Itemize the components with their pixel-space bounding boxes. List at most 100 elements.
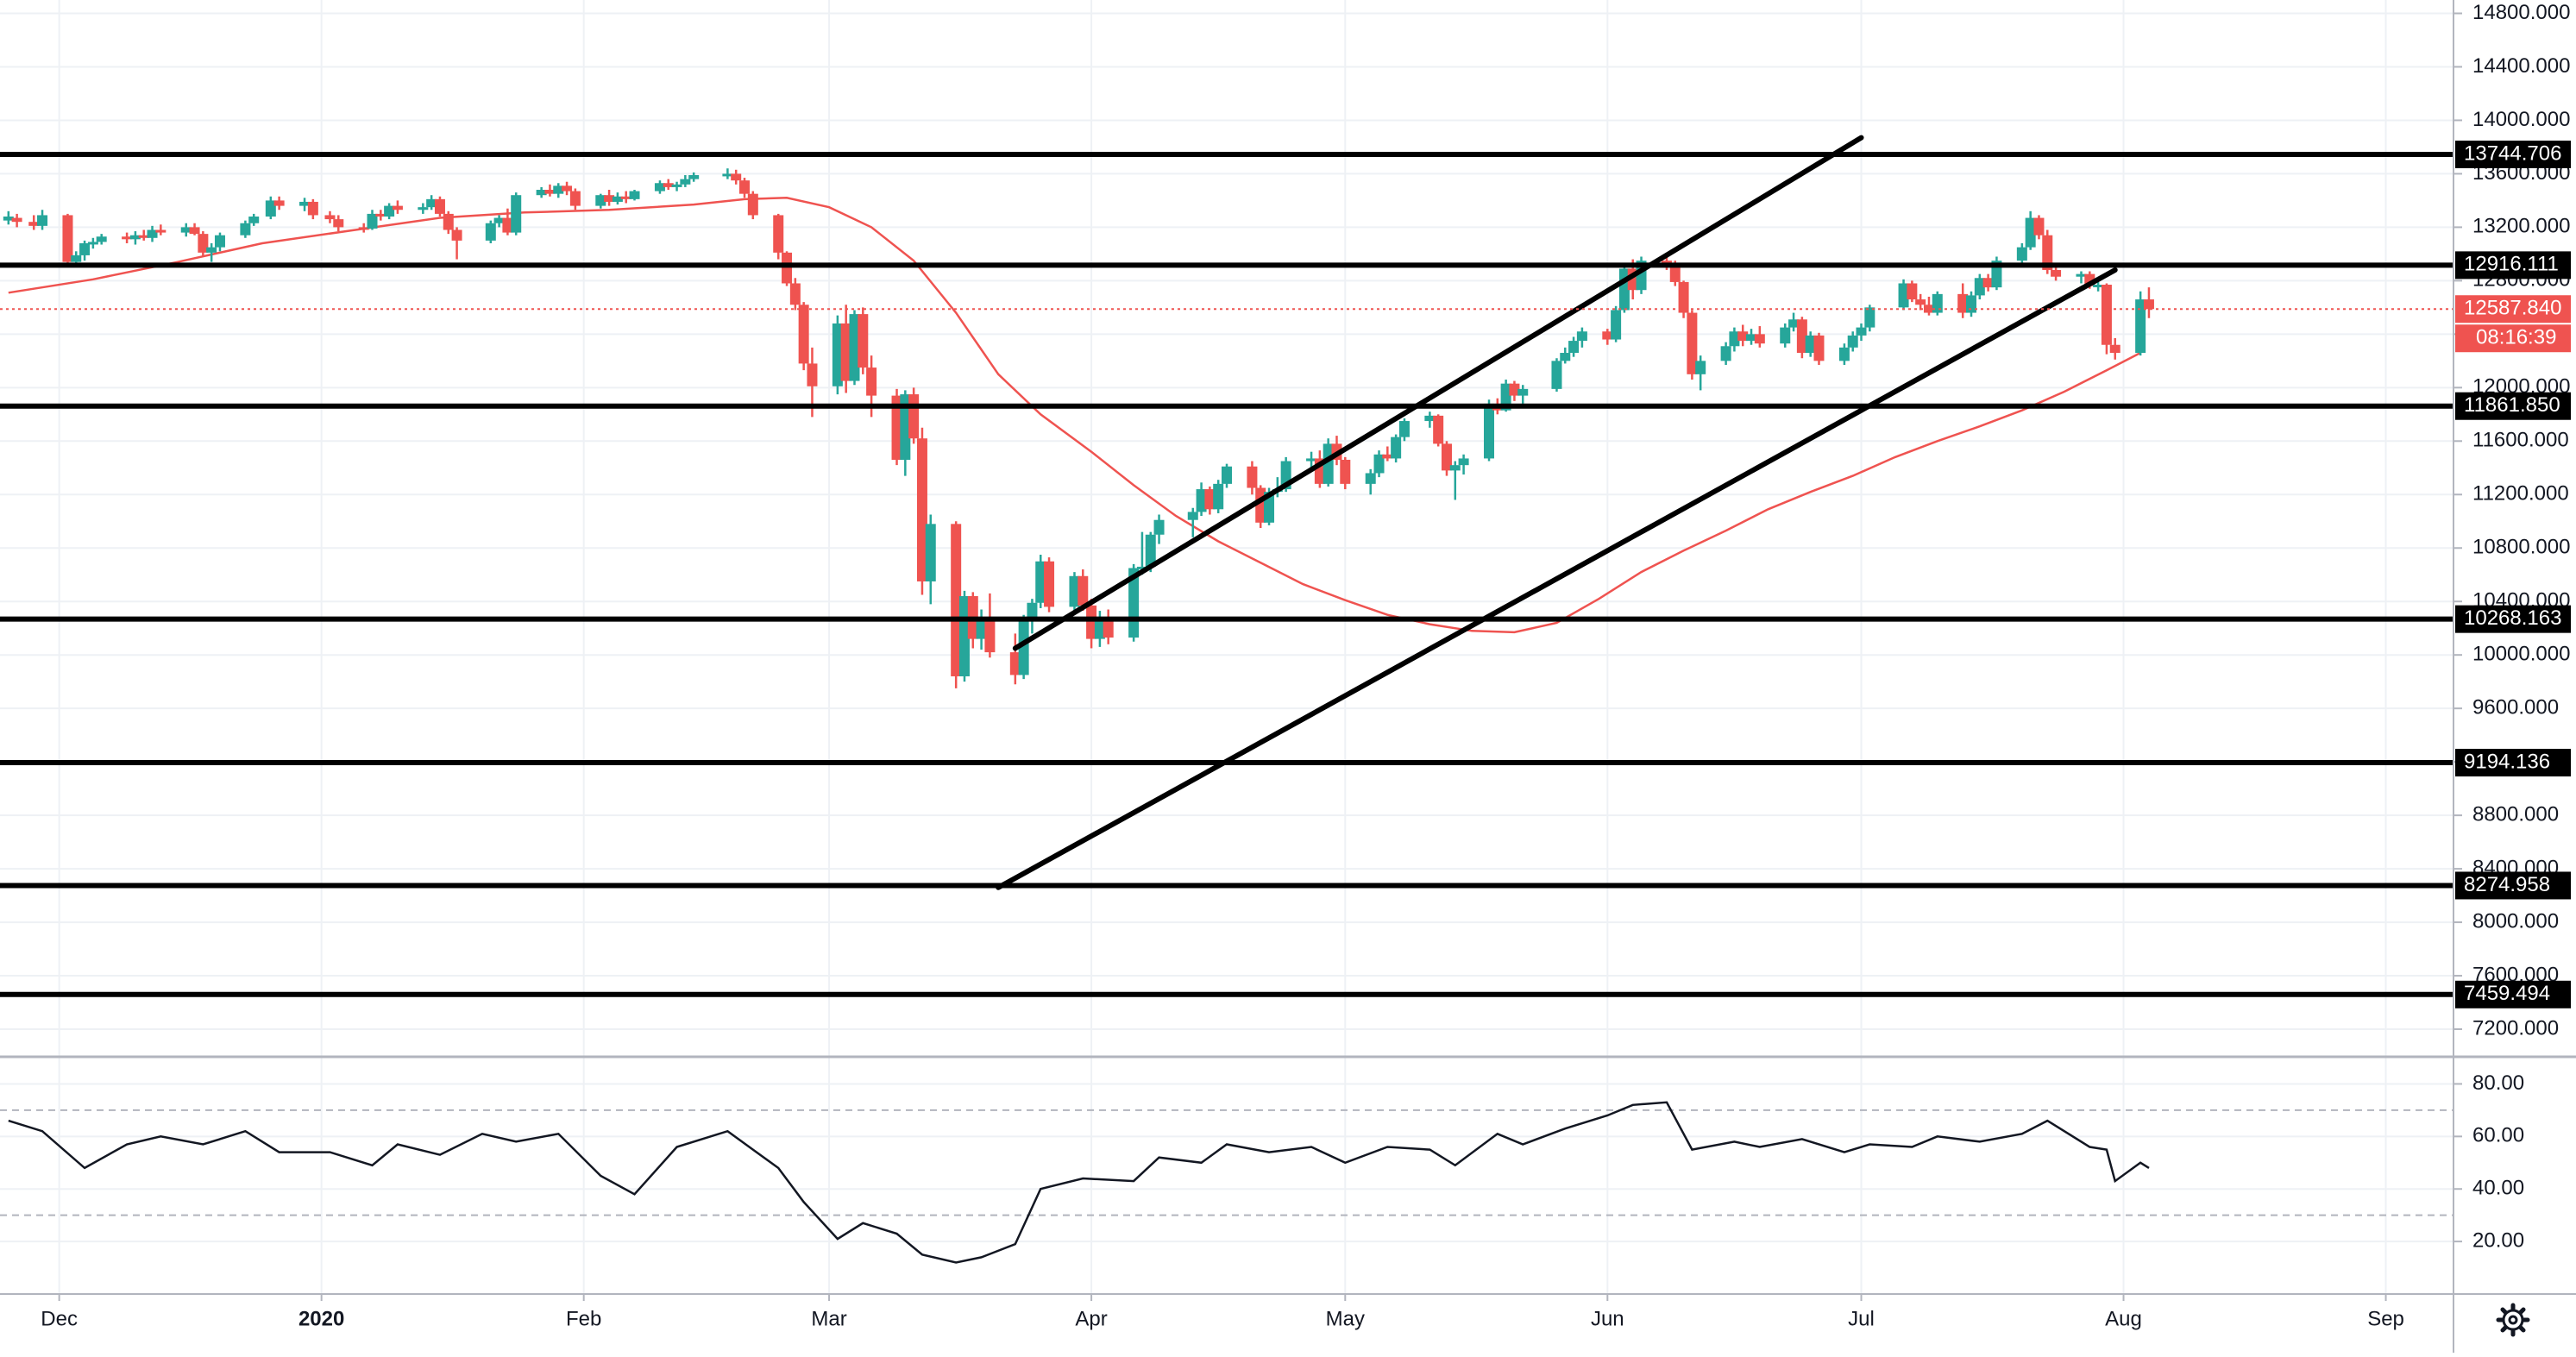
candle-body <box>11 217 22 223</box>
candle-body <box>773 215 784 253</box>
time-axis-label: 2020 <box>298 1307 344 1330</box>
candle <box>1551 358 1562 392</box>
candle <box>1340 456 1351 490</box>
candle <box>629 190 640 201</box>
candle-body <box>1864 307 1875 328</box>
candle <box>680 174 691 187</box>
candle <box>273 196 285 210</box>
candle-body <box>307 201 318 216</box>
candle-body <box>511 195 522 233</box>
candle <box>493 215 505 228</box>
candle-body <box>789 283 801 305</box>
time-axis-label: Dec <box>41 1307 78 1330</box>
candle <box>1458 454 1469 475</box>
candle <box>1373 450 1385 478</box>
candle-body <box>1204 489 1216 510</box>
candle-body <box>1373 454 1385 474</box>
candle-body <box>1856 327 1867 336</box>
candle <box>604 190 615 206</box>
candle <box>62 213 73 267</box>
candle <box>663 179 674 191</box>
bar-countdown-label: 08:16:39 <box>2476 326 2556 349</box>
candle <box>840 305 851 393</box>
candle-body <box>443 213 454 230</box>
candle <box>375 210 386 221</box>
candle-body <box>1306 458 1317 462</box>
level-label-badge <box>2455 980 2571 1008</box>
candle-body <box>384 205 395 217</box>
candle-body <box>1247 466 1258 488</box>
candle-body <box>1153 519 1165 535</box>
candle <box>1847 331 1858 352</box>
candle-body <box>248 216 260 223</box>
candle-body <box>1560 353 1571 361</box>
candle <box>1382 446 1393 462</box>
candle <box>1974 273 1985 300</box>
candle-body <box>1323 443 1334 484</box>
candle <box>1754 326 1765 348</box>
level-label-badge <box>2455 140 2571 168</box>
candle-body <box>595 195 606 206</box>
candle-body <box>138 235 149 238</box>
price-axis-label: 13200.000 <box>2472 215 2570 238</box>
candle-body <box>1094 619 1105 639</box>
chart-settings-button[interactable] <box>2496 1303 2530 1337</box>
candle <box>434 196 445 217</box>
candle-body <box>1907 283 1918 300</box>
candle-body <box>951 524 962 676</box>
candle <box>1982 273 1994 292</box>
last-price-badge <box>2455 295 2571 324</box>
candle-body <box>858 314 869 368</box>
candle-body <box>832 323 843 386</box>
candle-body <box>908 394 920 439</box>
candle-body <box>620 196 631 199</box>
candle-body <box>1509 383 1520 396</box>
candle <box>789 278 801 311</box>
rsi-axis-label: 60.00 <box>2472 1124 2524 1147</box>
candle-body <box>426 198 437 208</box>
candle-body <box>2109 344 2120 354</box>
drawings-layer <box>0 135 2453 997</box>
gear-icon <box>2496 1303 2530 1337</box>
candle <box>1136 531 1147 575</box>
candle <box>782 251 793 286</box>
candle <box>1196 482 1207 517</box>
candle-body <box>96 236 107 242</box>
candle-body <box>1340 459 1351 484</box>
rsi-axis-label: 80.00 <box>2472 1071 2524 1095</box>
candle-body <box>1729 331 1740 347</box>
candle-body <box>1576 331 1587 342</box>
candle <box>1449 461 1461 500</box>
candle <box>2033 215 2045 240</box>
candle <box>688 172 700 182</box>
candle <box>3 210 14 225</box>
candle-body <box>1796 319 1807 354</box>
candle <box>2143 287 2154 318</box>
level-label: 11861.850 <box>2464 393 2560 417</box>
candle-body <box>1484 403 1495 459</box>
candle-body <box>1957 293 1969 313</box>
candle <box>1306 451 1317 468</box>
candle <box>2135 291 2146 356</box>
candle-body <box>739 180 751 194</box>
candle-body <box>891 395 902 460</box>
candle-body <box>240 223 251 236</box>
candle-body <box>1391 437 1402 459</box>
candle-body <box>722 173 733 177</box>
candle <box>1424 411 1436 428</box>
candle <box>731 169 742 185</box>
candle-body <box>375 213 386 217</box>
candle-body <box>1678 281 1689 313</box>
candle-body <box>2042 235 2053 270</box>
candle <box>79 240 91 261</box>
candle <box>147 225 158 242</box>
candle <box>1796 317 1807 359</box>
candle <box>1932 291 1943 316</box>
price-axis-label: 11600.000 <box>2472 429 2569 452</box>
candle-body <box>1898 283 1909 308</box>
candle <box>958 590 970 682</box>
candle-body <box>2101 285 2112 345</box>
candle <box>307 198 318 220</box>
candle <box>1957 283 1969 318</box>
